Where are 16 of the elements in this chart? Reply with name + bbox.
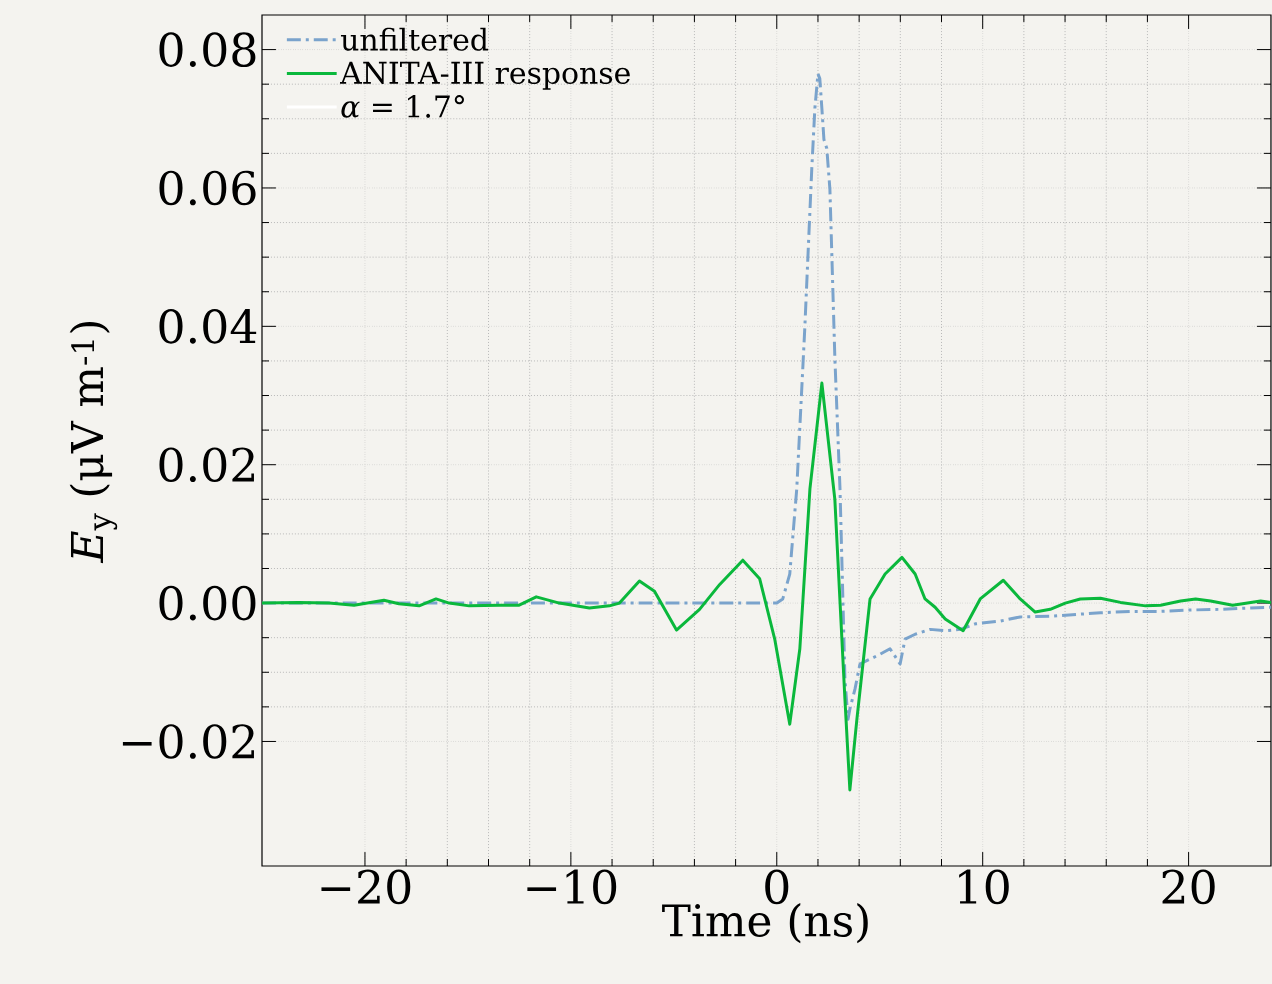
- y-tick-label: 0.04: [159, 309, 257, 344]
- annotation: α = 1.7°: [341, 95, 464, 118]
- y-axis-title: E$_{y}$ (μV m$^{-1}$): [69, 321, 118, 564]
- x-tick-label: 10: [959, 869, 1009, 905]
- x-tick-label: −20: [321, 869, 411, 905]
- y-tick-label: 0.06: [159, 170, 256, 206]
- y-tick-label: 0.02: [159, 447, 254, 483]
- y-tick-label: −0.02: [122, 724, 254, 759]
- x-tick-label: −10: [527, 869, 617, 905]
- legend-label: unfiltered: [340, 27, 489, 51]
- y-tick-label: 0.08: [159, 32, 256, 67]
- x-tick-label: 0: [765, 869, 789, 905]
- y-tick-label: 0.00: [159, 585, 256, 621]
- x-tick-label: 20: [1162, 869, 1215, 905]
- line-series: [262, 381, 1271, 792]
- legend-label: ANITA-III response: [340, 61, 630, 90]
